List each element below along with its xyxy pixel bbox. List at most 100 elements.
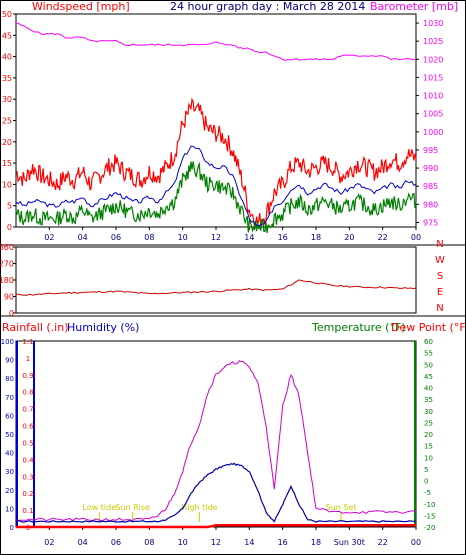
windspeed-tick-label: 45 [2,31,12,40]
direction-tick-label: 270 [0,260,14,269]
rain-tick-label: 0.7 [22,406,33,414]
chart-title: 24 hour graph day : March 28 2014 [170,0,365,13]
humidity-tick-label: 20 [5,487,14,495]
barometer-tick-label: 975 [423,218,438,227]
compass-label: E [437,287,443,298]
rain-tick-label: 0.8 [22,389,33,397]
humidity-tick-label: 60 [5,412,14,420]
humidity-tick-label: 10 [5,505,14,513]
temperature-tick-label: 25 [424,419,433,427]
barometer-tick-label: 995 [423,146,438,155]
temperature-tick-label: 30 [424,408,433,416]
wind-baro-chart: 0510152025303540455097598098599099510001… [2,10,444,242]
temperature-tick-label: 60 [424,338,433,346]
temperature-tick-label: 55 [424,350,433,358]
temperature-tick-label: 35 [424,396,433,404]
direction-tick-label: 90 [4,293,14,302]
time-tick-label: 04 [78,233,88,242]
bottom-time-tick-label: Sun 30t [334,538,365,547]
rain-tick-label: 1 [26,355,30,363]
temperature-tick-label: -10 [424,501,435,509]
bottom-time-tick-label: 04 [78,538,88,547]
direction-tick-label: 360 [0,243,14,252]
bottom-time-tick-label: 02 [44,538,54,547]
bottom-time-tick-label: 22 [378,538,388,547]
rainfall-axis-title: Rainfall (.in) [2,321,69,334]
temperature-series-line [16,462,417,523]
windspeed-tick-label: 50 [2,10,12,19]
barometer-tick-label: 1020 [423,55,443,64]
bottom-time-tick-label: 10 [178,538,188,547]
temperature-tick-label: 0 [424,478,428,486]
rain-tick-label: 1.1 [22,338,33,346]
time-tick-label: 12 [211,233,221,242]
temperature-tick-label: 10 [424,454,433,462]
time-tick-label: 10 [178,233,188,242]
temperature-tick-label: 40 [424,385,433,393]
temperature-tick-label: 5 [424,466,428,474]
bottom-time-tick-label: 00 [411,538,421,547]
rain-series-line [16,524,416,529]
tide-sun-annotation: Sun Set [326,503,357,512]
temperature-tick-label: 15 [424,443,433,451]
barometer-series-line [15,22,417,61]
direction-tick-label: 180 [0,276,14,285]
bottom-time-tick-label: 08 [144,538,154,547]
windspeed-tick-label: 20 [2,138,12,147]
temperature-tick-label: 50 [424,361,433,369]
time-tick-label: 00 [411,233,421,242]
rain-tick-label: 0.3 [22,473,33,481]
compass-label: S [437,271,443,282]
windspeed-tick-label: 30 [2,95,12,104]
barometer-tick-label: 1005 [423,110,443,119]
barometer-tick-label: 990 [423,164,438,173]
temperature-tick-label: -15 [424,512,435,520]
time-tick-label: 06 [111,233,121,242]
humidity-tick-label: 70 [5,394,14,402]
barometer-tick-label: 1015 [423,73,443,82]
humidity-tick-label: 40 [5,450,14,458]
low-series-line [15,161,417,234]
time-tick-label: 18 [311,233,321,242]
barometer-tick-label: 985 [423,182,438,191]
rain-tick-label: 0.5 [22,439,33,447]
rain-humidity-temp-chart: 010203040506070809010000.10.20.30.40.50.… [1,338,436,547]
humidity-tick-label: 80 [5,375,14,383]
compass-label: W [435,255,445,266]
time-tick-label: 02 [44,233,54,242]
windspeed-tick-label: 25 [2,117,12,126]
compass-label: N [436,303,443,314]
bottom-time-tick-label: 18 [311,538,321,547]
windspeed-tick-label: 10 [2,180,12,189]
tide-sun-annotation: Sun Rise [115,503,150,512]
windspeed-tick-label: 35 [2,74,12,83]
bottom-time-tick-label: 16 [278,538,288,547]
humidity-tick-label: 50 [5,431,14,439]
temperature-axis-title: Temperature (°F) [311,321,406,334]
gust-series-line [15,97,417,230]
time-tick-label: 20 [344,233,354,242]
barometer-tick-label: 1030 [423,19,443,28]
windspeed-tick-label: 5 [7,202,12,211]
direction-series-line [15,279,417,296]
rain-tick-label: 0.1 [22,507,33,515]
dewpoint-axis-title: Dew Point (°F) [391,321,466,334]
rain-tick-label: 0.9 [22,372,33,380]
average-series-line [15,145,417,227]
temperature-tick-label: -20 [424,524,435,532]
time-tick-label: 08 [144,233,154,242]
bottom-time-tick-label: 12 [211,538,221,547]
rain-tick-label: 0.6 [22,423,34,431]
temperature-tick-label: 20 [424,431,433,439]
windspeed-axis-title: Windspeed [mph] [32,0,130,13]
tide-sun-annotation: High tide [181,503,217,512]
humidity-tick-label: 90 [5,357,14,365]
windspeed-tick-label: 40 [2,53,12,62]
direction-tick-label: 0 [9,309,14,318]
temperature-tick-label: 45 [424,373,433,381]
bottom-time-tick-label: 06 [111,538,121,547]
compass-label: N [436,239,443,250]
bottom-time-tick-label: 14 [244,538,254,547]
